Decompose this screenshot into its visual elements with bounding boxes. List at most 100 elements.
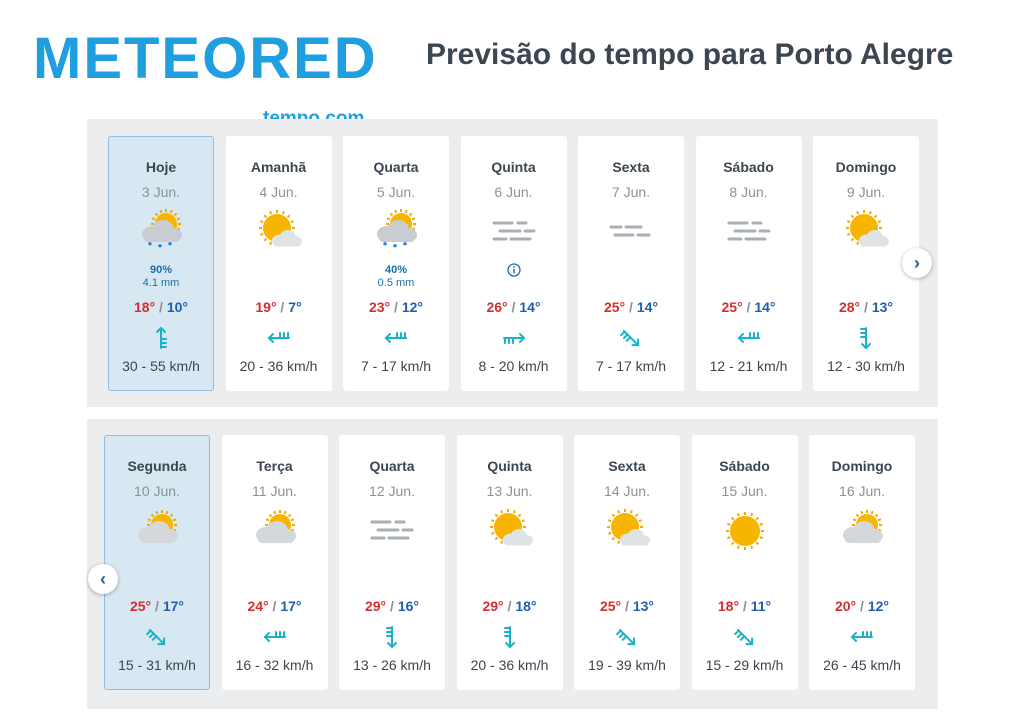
page-title: Previsão do tempo para Porto Alegre [426, 38, 954, 71]
day-card[interactable]: Quinta 6 Jun. 26° / 14° 8 - 20 km/h [460, 136, 567, 391]
partly-cloudy-icon [575, 506, 679, 556]
wind-speed: 15 - 29 km/h [705, 657, 784, 673]
day-date: 10 Jun. [134, 483, 180, 499]
precip-amount: 0.5 mm [377, 277, 415, 289]
day-card[interactable]: Quarta 12 Jun. 29° / 16° 13 - 26 km/h [339, 435, 445, 690]
day-card[interactable]: Terça 11 Jun. 24° / 17° 16 - 32 km/h [221, 435, 328, 690]
wind-arrow-north-icon [109, 325, 213, 351]
wind-arrow-south-icon [340, 624, 444, 650]
partly-cloudy-icon [814, 207, 918, 257]
precip-amount: 4.1 mm [142, 277, 180, 289]
temperature-range: 24° / 17° [247, 598, 302, 614]
day-card[interactable]: Segunda 10 Jun. 25° / 17° 15 - 31 km/h [104, 435, 210, 690]
cloudy-sun-icon [105, 506, 209, 556]
partly-cloudy-icon [458, 506, 562, 556]
fog-icon [697, 207, 801, 257]
day-name: Sábado [723, 159, 774, 175]
cloudy-sun-icon [223, 506, 327, 556]
wind-speed: 12 - 21 km/h [709, 358, 788, 374]
day-name: Terça [256, 458, 293, 474]
wind-speed: 30 - 55 km/h [122, 358, 200, 374]
day-card[interactable]: Sexta 7 Jun. 25° / 14° 7 - 17 km/h [578, 136, 684, 391]
temp-max: 19° [255, 299, 277, 315]
temp-max: 26° [486, 299, 508, 315]
day-date: 4 Jun. [259, 184, 298, 200]
wind-speed: 26 - 45 km/h [823, 657, 901, 673]
temperature-range: 26° / 14° [486, 299, 541, 315]
wind-arrow-west-icon [223, 624, 327, 650]
precipitation: 40% 0.5 mm [344, 264, 448, 290]
day-name: Domingo [831, 458, 893, 474]
day-card[interactable]: Sábado 15 Jun. 18° / 11° 15 - 29 km/h [691, 435, 798, 690]
temperature-range: 25° / 13° [599, 598, 654, 614]
info-icon[interactable] [462, 263, 566, 277]
logo-text: METEORED [33, 26, 378, 91]
fog-icon [462, 207, 566, 257]
wind-speed: 8 - 20 km/h [478, 358, 549, 374]
day-card[interactable]: Hoje 3 Jun. 90% 4.1 mm 18° / 10° 30 - 55… [108, 136, 214, 391]
temp-max: 29° [482, 598, 504, 614]
wind-arrow-southeast-icon [575, 624, 679, 650]
day-name: Segunda [127, 458, 187, 474]
next-week-button[interactable]: › [902, 248, 932, 278]
fog-light-icon [579, 207, 683, 257]
wind-speed: 13 - 26 km/h [353, 657, 431, 673]
day-name: Quinta [487, 458, 532, 474]
day-name: Domingo [835, 159, 897, 175]
wind-arrow-south-icon [458, 624, 562, 650]
temp-max: 23° [368, 299, 391, 315]
temp-min: 16° [397, 598, 419, 614]
day-card[interactable]: Domingo 16 Jun. 20° / 12° 26 - 45 km/h [809, 435, 915, 690]
wind-speed: 20 - 36 km/h [239, 358, 318, 374]
temp-max: 18° [133, 299, 156, 315]
day-card[interactable]: Sexta 14 Jun. 25° / 13° 19 - 39 km/h [574, 435, 680, 690]
meteored-logo[interactable]: METEORED tempo.com [33, 26, 383, 130]
forecast-week-2: Segunda 10 Jun. 25° / 17° 15 - 31 km/h T… [87, 419, 938, 709]
chevron-left-icon: ‹ [100, 568, 106, 589]
temperature-range: 23° / 12° [368, 299, 423, 315]
wind-arrow-southeast-icon [579, 325, 683, 351]
temperature-range: 25° / 14° [603, 299, 658, 315]
day-card[interactable]: Amanhã 4 Jun. 19° / 7° 20 - 36 km/h [225, 136, 332, 391]
day-name: Hoje [145, 159, 177, 175]
temp-min: 14° [754, 299, 776, 315]
temperature-range: 25° / 14° [721, 299, 776, 315]
temp-max: 28° [838, 299, 861, 315]
day-card[interactable]: Sábado 8 Jun. 25° / 14° 12 - 21 km/h [695, 136, 802, 391]
day-name: Quarta [369, 458, 415, 474]
fog-icon [340, 506, 444, 556]
day-name: Quinta [491, 159, 536, 175]
day-date: 15 Jun. [721, 483, 768, 499]
wind-arrow-west-icon [810, 624, 914, 650]
day-date: 14 Jun. [604, 483, 650, 499]
temp-max: 20° [834, 598, 857, 614]
day-date: 7 Jun. [611, 184, 651, 200]
wind-arrow-west-icon [344, 325, 448, 351]
wind-arrow-west-icon [697, 325, 801, 351]
day-name: Sábado [719, 458, 770, 474]
temp-max: 25° [599, 598, 622, 614]
temp-min: 12° [867, 598, 889, 614]
day-card[interactable]: Domingo 9 Jun. 28° / 13° 12 - 30 km/h [813, 136, 919, 391]
temperature-range: 25° / 17° [129, 598, 184, 614]
temp-min: 17° [162, 598, 184, 614]
wind-speed: 19 - 39 km/h [588, 657, 666, 673]
wind-speed: 7 - 17 km/h [595, 358, 667, 374]
wind-speed: 12 - 30 km/h [827, 358, 905, 374]
day-date: 12 Jun. [369, 483, 415, 499]
temp-min: 13° [632, 598, 654, 614]
temperature-range: 28° / 13° [838, 299, 893, 315]
cloudy-sun-icon [810, 506, 914, 556]
temp-max: 24° [247, 598, 269, 614]
temp-min: 7° [288, 299, 302, 315]
wind-arrow-east-icon [462, 325, 566, 351]
prev-week-button[interactable]: ‹ [88, 564, 118, 594]
day-card[interactable]: Quarta 5 Jun. 40% 0.5 mm 23° / 12° 7 - 1… [343, 136, 449, 391]
sun-icon [693, 506, 797, 556]
wind-arrow-west-icon [227, 325, 331, 351]
temp-min: 14° [636, 299, 658, 315]
temp-max: 29° [364, 598, 387, 614]
day-card[interactable]: Quinta 13 Jun. 29° / 18° 20 - 36 km/h [456, 435, 563, 690]
wind-speed: 20 - 36 km/h [470, 657, 549, 673]
day-date: 16 Jun. [839, 483, 885, 499]
